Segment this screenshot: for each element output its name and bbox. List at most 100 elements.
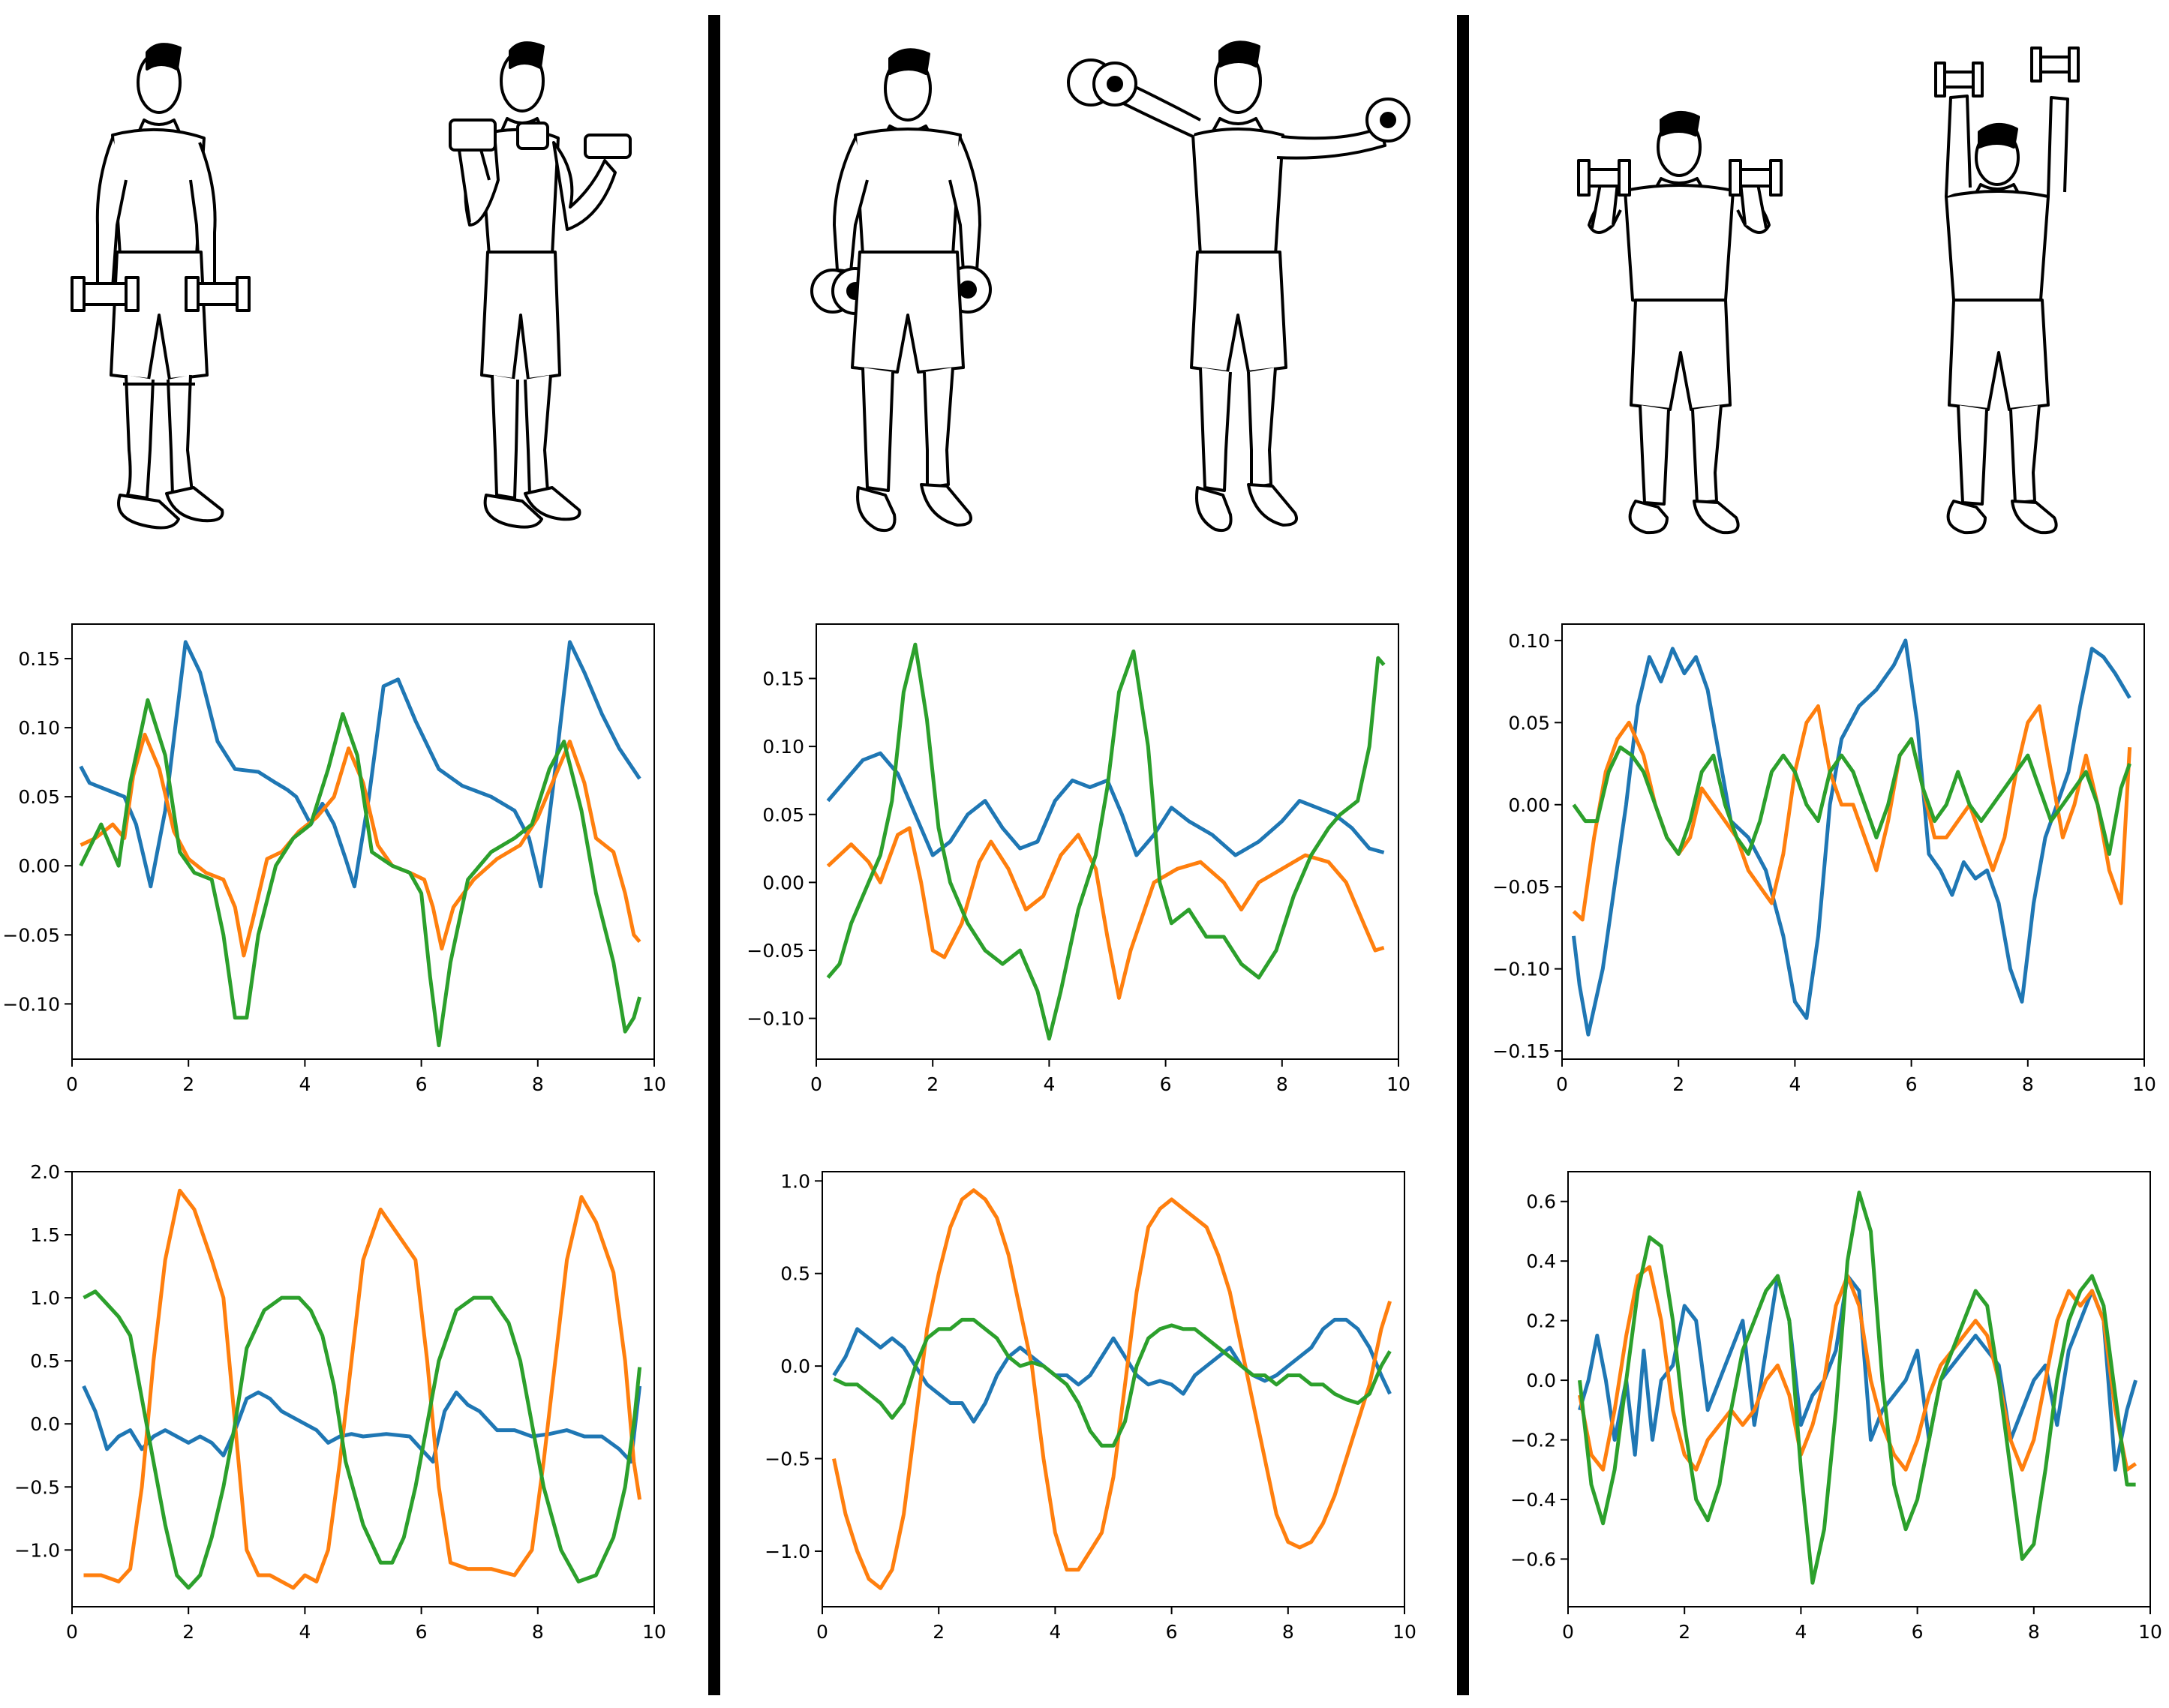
series-line-1 (1572, 638, 2131, 1037)
y-tick-label: 0.10 (1508, 630, 1550, 652)
y-tick-label: −0.05 (2, 924, 60, 946)
y-tick-label: −0.15 (1492, 1040, 1550, 1062)
series-line-2 (83, 1188, 642, 1590)
series-line-1 (82, 1385, 642, 1464)
x-tick-label: 10 (1392, 1621, 1416, 1643)
x-tick-label: 10 (1386, 1073, 1410, 1095)
y-tick-label: 0.0 (780, 1355, 810, 1377)
y-tick-label: −0.10 (1492, 959, 1550, 980)
y-tick-label: 0.2 (1526, 1310, 1556, 1332)
x-tick-label: 0 (1556, 1073, 1568, 1095)
chart-row1-col2: 0 2 4 6 8 10 −0.10 −0.05 0.00 0.05 0.10 0.15 (747, 623, 1410, 1095)
x-tick-label: 2 (927, 1073, 939, 1095)
series-line-2 (1578, 1265, 2137, 1472)
y-tick-label: 0.6 (1526, 1191, 1556, 1213)
x-tick-label: 2 (182, 1073, 194, 1095)
y-tick-label: 1.5 (30, 1224, 60, 1246)
x-tick-label: 8 (1276, 1073, 1288, 1095)
x-tick-label: 6 (416, 1073, 428, 1095)
x-tick-label: 0 (66, 1073, 78, 1095)
y-tick-label: 0.05 (1508, 712, 1550, 734)
y-tick-label: 0.00 (18, 855, 60, 877)
x-tick-label: 8 (532, 1621, 544, 1643)
series-line-1 (832, 1317, 1392, 1424)
chart-row2-col2: 0 2 4 6 8 10 −1.0 −0.5 0.0 0.5 1.0 (765, 1170, 1416, 1643)
press-top-figure (1934, 47, 2080, 535)
dumbbell-curl-figure-icon (71, 41, 632, 530)
raise-start-figure (810, 48, 992, 532)
x-tick-label: 4 (299, 1621, 311, 1643)
x-tick-label: 10 (2138, 1621, 2162, 1643)
x-tick-label: 6 (1160, 1073, 1172, 1095)
x-tick-label: 8 (2028, 1621, 2040, 1643)
y-tick-label: 0.4 (1526, 1250, 1556, 1272)
y-tick-label: −0.10 (747, 1008, 804, 1030)
y-tick-label: 2.0 (30, 1161, 60, 1183)
x-tick-label: 8 (1282, 1621, 1294, 1643)
curl-start-figure (71, 43, 251, 530)
x-tick-label: 6 (416, 1621, 428, 1643)
column-divider-right (1457, 15, 1469, 1695)
column-divider-left (708, 15, 720, 1695)
y-tick-label: 0.05 (18, 786, 60, 808)
x-tick-label: 2 (1672, 1073, 1684, 1095)
shoulder-press-figure-icon (1577, 47, 2080, 535)
lateral-raise-figure-icon (810, 41, 1410, 532)
series-line-2 (80, 732, 641, 958)
x-tick-label: 4 (1049, 1621, 1061, 1643)
y-tick-label: −0.4 (1510, 1489, 1556, 1511)
series-line-3 (1572, 737, 2131, 856)
y-tick-label: −0.5 (765, 1448, 810, 1470)
plot-frame (1567, 1171, 2151, 1607)
x-tick-label: 0 (1562, 1621, 1574, 1643)
series-line-2 (826, 826, 1385, 1000)
series-line-3 (79, 698, 642, 1048)
x-tick-label: 6 (1906, 1073, 1918, 1095)
x-tick-label: 2 (1678, 1621, 1690, 1643)
y-tick-label: −1.0 (765, 1541, 810, 1562)
chart-row2-col1: 0 2 4 6 8 10 −1.0 −0.5 0.0 0.5 1.0 1.5 2.0 (14, 1161, 666, 1643)
series-line-3 (1578, 1190, 2136, 1585)
y-tick-label: 0.00 (762, 872, 804, 893)
y-tick-label: 0.05 (762, 804, 804, 826)
plot-frame (1561, 623, 2145, 1060)
x-tick-label: 8 (2022, 1073, 2034, 1095)
x-tick-label: 0 (816, 1621, 828, 1643)
y-tick-label: 0.0 (30, 1413, 60, 1435)
x-tick-label: 4 (1795, 1621, 1807, 1643)
series-line-1 (79, 640, 641, 889)
x-tick-label: 4 (1043, 1073, 1055, 1095)
y-tick-label: −0.10 (2, 993, 60, 1015)
x-tick-label: 6 (1912, 1621, 1924, 1643)
chart-row1-col3: 0 2 4 6 8 10 −0.15 −0.10 −0.05 0.00 0.05 0.10 (1492, 623, 2156, 1095)
raise-top-figure (1067, 41, 1410, 532)
y-tick-label: −0.2 (1510, 1430, 1556, 1451)
y-tick-label: 0.5 (780, 1263, 810, 1285)
y-tick-label: −0.05 (747, 940, 804, 962)
x-tick-label: 2 (933, 1621, 945, 1643)
y-tick-label: 0.15 (18, 648, 60, 670)
press-start-figure (1577, 111, 1783, 535)
x-tick-label: 4 (1789, 1073, 1801, 1095)
chart-row1-col1: 0 2 4 6 8 10 −0.10 −0.05 0.00 0.05 0.10 0.15 (2, 623, 666, 1095)
series-line-3 (833, 1317, 1392, 1448)
y-tick-label: −1.0 (14, 1539, 60, 1561)
y-tick-label: 1.0 (780, 1170, 810, 1192)
x-tick-label: 0 (66, 1621, 78, 1643)
y-tick-label: 1.0 (30, 1287, 60, 1309)
series-line-2 (832, 1188, 1392, 1590)
y-tick-label: 0.15 (762, 668, 804, 690)
x-tick-label: 8 (532, 1073, 544, 1095)
y-tick-label: 0.10 (762, 736, 804, 758)
y-tick-label: 0.10 (18, 717, 60, 739)
x-tick-label: 2 (182, 1621, 194, 1643)
series-line-3 (826, 642, 1386, 1041)
plot-frame (71, 1171, 655, 1607)
curl-top-figure (449, 41, 632, 529)
x-tick-label: 6 (1166, 1621, 1178, 1643)
x-tick-label: 10 (642, 1621, 666, 1643)
y-tick-label: −0.05 (1492, 876, 1550, 898)
x-tick-label: 0 (810, 1073, 822, 1095)
y-tick-label: −0.5 (14, 1476, 60, 1498)
